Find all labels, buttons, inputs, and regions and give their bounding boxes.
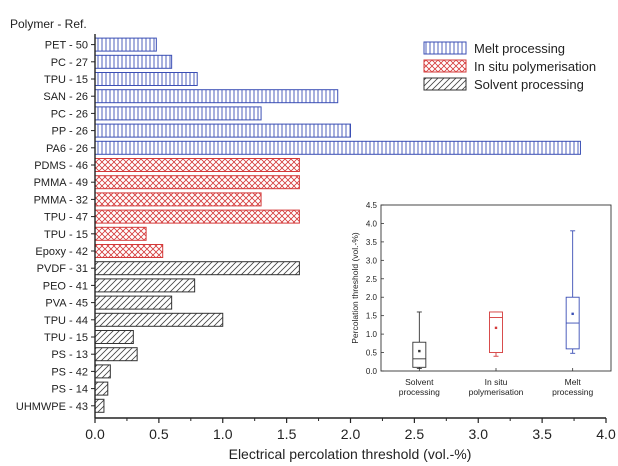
category-label: TPU - 44	[44, 315, 88, 327]
category-label: SAN - 26	[43, 91, 88, 103]
bar	[94, 381, 109, 396]
bar	[94, 192, 262, 207]
legend-label: Solvent processing	[474, 77, 584, 92]
legend-swatch	[423, 77, 467, 91]
x-tick-label: 3.5	[532, 426, 552, 442]
x-tick-label: 2.5	[405, 426, 425, 442]
bar	[94, 72, 198, 86]
inset-y-tick-label: 2.0	[366, 293, 378, 302]
inset-category-label: Solvent	[405, 377, 434, 387]
bar	[94, 364, 111, 379]
category-label: PS - 14	[51, 384, 88, 396]
category-label: PS - 13	[51, 349, 88, 361]
bar	[94, 106, 262, 121]
inset-y-axis-title: Percolation threshold (vol.-%)	[350, 232, 360, 344]
category-label: PMMA - 49	[34, 177, 88, 189]
category-label: Epoxy - 42	[35, 246, 88, 258]
legend-label: In situ polymerisation	[474, 59, 596, 74]
inset-y-tick-label: 1.0	[366, 330, 378, 339]
inset-y-tick-label: 2.5	[366, 275, 378, 284]
category-label: PVA - 45	[45, 298, 88, 310]
legend-label: Melt processing	[474, 41, 565, 56]
inset-category-label: polymerisation	[469, 387, 524, 397]
category-label: PEO - 41	[43, 280, 88, 292]
inset-category-label: processing	[399, 387, 440, 397]
inset-y-tick-label: 4.0	[366, 219, 378, 228]
box	[412, 341, 427, 368]
bar	[94, 330, 134, 344]
inset-category-label: processing	[552, 387, 593, 397]
category-label: UHMWPE - 43	[16, 401, 88, 413]
inset-category-label: Melt	[565, 377, 582, 387]
category-label: PP - 26	[52, 126, 89, 138]
x-tick-label: 1.0	[213, 426, 233, 442]
inset-y-tick-label: 3.5	[366, 238, 378, 247]
x-tick-label: 4.0	[596, 426, 616, 442]
main-bar-chart: PET - 50 PC - 27 TPU - 15 SAN - 26 PC - 26 PP…	[16, 37, 616, 442]
inset-y-tick-label: 3.0	[366, 256, 378, 265]
x-tick-label: 3.0	[469, 426, 489, 442]
inset-category-label: In situ	[485, 377, 508, 387]
bar	[94, 398, 105, 413]
category-label: PA6 - 26	[46, 143, 88, 155]
category-label: PDMS - 46	[34, 160, 88, 172]
inset-box-plot: 0.0 0.5 1.0 1.5 2.0 2.5 3.0 3.5 4.0 4.5 Percolatio…	[338, 190, 616, 404]
bar	[94, 158, 300, 172]
bar	[94, 226, 147, 241]
bar	[94, 244, 164, 258]
category-label: PS - 42	[51, 366, 88, 378]
x-axis-title: Electrical percolation threshold (vol.-%…	[229, 446, 472, 462]
x-tick-label: 2.0	[341, 426, 361, 442]
bar	[94, 175, 300, 190]
box	[489, 311, 503, 354]
bar	[94, 54, 173, 69]
inset-y-tick-label: 0.5	[366, 349, 378, 358]
inset-y-tick-label: 0.0	[366, 367, 378, 376]
bar	[94, 89, 339, 104]
category-label: PC - 27	[51, 57, 88, 69]
bar	[94, 140, 581, 155]
bar	[94, 312, 224, 327]
inset-y-tick-label: 1.5	[366, 312, 378, 321]
category-label: PET - 50	[45, 40, 88, 52]
category-label: PVDF - 31	[37, 263, 88, 275]
bar	[94, 295, 173, 310]
inset-y-tick-label: 4.5	[366, 201, 378, 210]
legend: Melt processing In situ polymerisation Sol…	[423, 41, 596, 92]
category-label: PC - 26	[51, 108, 88, 120]
x-tick-label: 0.5	[149, 426, 169, 442]
bar	[94, 123, 351, 138]
mean-marker	[418, 349, 421, 353]
category-label: PMMA - 32	[34, 194, 88, 206]
x-tick-label: 0.0	[85, 426, 105, 442]
bar	[94, 209, 300, 224]
mean-marker	[494, 326, 498, 330]
mean-marker	[571, 312, 574, 316]
x-tick-label: 1.5	[277, 426, 297, 442]
category-label: TPU - 15	[44, 229, 88, 241]
bar	[94, 347, 138, 362]
bar	[94, 261, 300, 276]
category-label: TPU - 15	[44, 74, 88, 86]
category-label: TPU - 15	[44, 332, 88, 344]
category-label: TPU - 47	[44, 212, 88, 224]
legend-swatch	[423, 59, 467, 73]
bar	[94, 37, 157, 52]
legend-swatch	[423, 41, 467, 55]
bar	[94, 278, 196, 293]
chart-header: Polymer - Ref.	[10, 17, 87, 31]
